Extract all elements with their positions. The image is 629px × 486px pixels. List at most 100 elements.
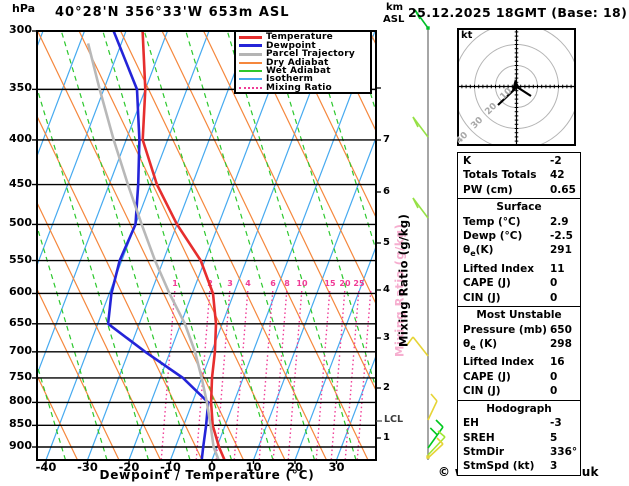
panel-row-label: StmDir [463, 445, 505, 458]
altitude-unit-km: km [386, 2, 404, 13]
storm-motion-arrow [512, 79, 520, 90]
pressure-tick-label: 550 [9, 252, 32, 266]
plot-frame [36, 30, 377, 461]
panel-row-label: CAPE (J) [463, 277, 511, 290]
panel-row-label: StmSpd (kt) [463, 460, 535, 473]
panel-section-title: Surface [496, 201, 542, 214]
legend-item: Isotherm [236, 74, 370, 85]
pressure-tick-label: 800 [9, 394, 32, 408]
pressure-tick-label: 650 [9, 315, 32, 329]
legend-item-label: Parcel Trajectory [266, 49, 355, 60]
panel-row-label: SREH [463, 431, 495, 444]
panel-row: θe (K) 298 [458, 337, 580, 356]
km-tick-label: 5 [383, 237, 390, 248]
x-tick-label: 20 [286, 460, 303, 474]
panel-row-value: 650 [550, 323, 572, 336]
indices-panel: K -2 Totals Totals 42 PW (cm) 0.65 Surface Temp… [457, 152, 581, 476]
station-title: 40°28'N 356°33'W 653m ASL [55, 5, 290, 20]
pressure-tick-label: 850 [9, 417, 32, 431]
mixing-ratio-value-label: 1 [172, 279, 178, 288]
x-axis-title: Dewpoint / Temperature (°C) [99, 468, 315, 482]
x-tick-label: -40 [35, 460, 57, 474]
panel-row-value: 336° [550, 445, 578, 458]
panel-row: Pressure (mb) 650 [458, 323, 580, 337]
panel-row-label: K [463, 155, 472, 167]
legend-swatch-wet-adiabat [239, 69, 262, 72]
legend-item-label: Dry Adiabat [266, 57, 329, 68]
panel-row-label: EH [463, 417, 479, 430]
panel-row: K -2 [458, 154, 580, 168]
panel-row: PW (cm) 0.65 [458, 183, 580, 197]
panel-section: K -2 Totals Totals 42 PW (cm) 0.65 [458, 153, 580, 198]
panel-row-value: 2.9 [550, 215, 569, 228]
parcel-trajectory-curve [86, 43, 220, 460]
x-tick-label: 10 [245, 460, 262, 474]
x-tick-label: 0 [207, 460, 216, 474]
x-tick-label: 30 [328, 460, 345, 474]
mixing-ratio-value-label: 20 [339, 279, 351, 288]
panel-row: CAPE (J) 0 [458, 370, 580, 384]
panel-row-value: 42 [550, 169, 565, 182]
panel-row: CIN (J) 0 [458, 291, 580, 305]
panel-section: Hodograph EH -3 SREH 5 StmDir 336° StmSpd (kt) 3 [458, 399, 580, 475]
pressure-tick-label: 750 [9, 369, 32, 383]
datetime-title: 25.12.2025 18GMT (Base: 18) [408, 5, 628, 20]
legend-item: Wet Adiabat [236, 65, 370, 76]
panel-row-value: 3 [550, 460, 558, 473]
panel-row: θe(K) 291 [458, 243, 580, 262]
panel-section: Surface Temp (°C) 2.9 Dewp (°C) -2.5 θe(K) 291… [458, 198, 580, 306]
panel-row-label: Totals Totals [463, 169, 537, 182]
panel-row-value: 298 [550, 337, 572, 350]
x-tick-label: -30 [77, 460, 98, 474]
pressure-tick-label: 700 [9, 343, 32, 357]
panel-row-value: -3 [550, 417, 562, 430]
mixing-ratio-axis-label: Mixing Ratio (g/kg) [396, 213, 411, 348]
panel-row-value: 0 [550, 370, 558, 383]
pressure-tick-label: 500 [9, 216, 32, 230]
hodograph-frame [457, 28, 576, 146]
km-tick-label: 6 [383, 186, 390, 197]
km-axis-ticks [376, 87, 381, 439]
panel-row: Temp (°C) 2.9 [458, 215, 580, 229]
temperature-curve [141, 31, 226, 460]
mixing-ratio-value-label: 6 [270, 279, 276, 288]
panel-row-label: Lifted Index [463, 356, 534, 369]
hodograph-unit-label: kt [461, 30, 473, 41]
panel-row: CAPE (J) 0 [458, 276, 580, 290]
panel-row-label: PW (cm) [463, 183, 513, 196]
panel-row: SREH 5 [458, 431, 580, 445]
panel-row-label: θe(K) [463, 244, 494, 259]
pressure-tick-label: 300 [9, 23, 32, 36]
mixing-ratio-value-label: 8 [284, 279, 290, 288]
x-tick-label: -10 [160, 460, 181, 474]
x-axis-ticks [45, 460, 338, 464]
km-tick-label: 4 [383, 284, 390, 295]
legend-item-label: Temperature [266, 32, 333, 43]
panel-row: StmDir 336° [458, 445, 580, 459]
panel-row-value: 11 [550, 262, 565, 275]
pressure-tick-label: 600 [9, 285, 32, 299]
pressure-unit-label: hPa [12, 2, 36, 15]
legend-item: Temperature [236, 32, 370, 43]
panel-row-value: -2.5 [550, 230, 573, 243]
panel-row-value: 0 [550, 277, 558, 290]
altitude-unit-asl: ASL [383, 14, 405, 25]
panel-row-value: 16 [550, 356, 565, 369]
panel-row: Lifted Index 16 [458, 355, 580, 369]
panel-row: Dewp (°C) -2.5 [458, 229, 580, 243]
legend-item-label: Dewpoint [266, 40, 316, 51]
panel-row: Lifted Index 11 [458, 262, 580, 276]
pressure-tick-label: 900 [9, 439, 32, 452]
legend-item-label: Mixing Ratio [266, 82, 332, 93]
panel-row: EH -3 [458, 416, 580, 430]
hodograph [457, 28, 576, 146]
panel-row: StmSpd (kt) 3 [458, 459, 580, 473]
legend-item-label: Isotherm [266, 74, 314, 85]
panel-row-value: 0 [550, 385, 558, 398]
km-tick-label: 7 [383, 134, 390, 145]
pressure-tick-label: 350 [9, 81, 32, 95]
km-tick-label: 2 [383, 382, 390, 393]
legend-item-label: Wet Adiabat [266, 65, 331, 76]
panel-row-value: 0.65 [550, 183, 576, 196]
legend-item: Dry Adiabat [236, 57, 370, 68]
